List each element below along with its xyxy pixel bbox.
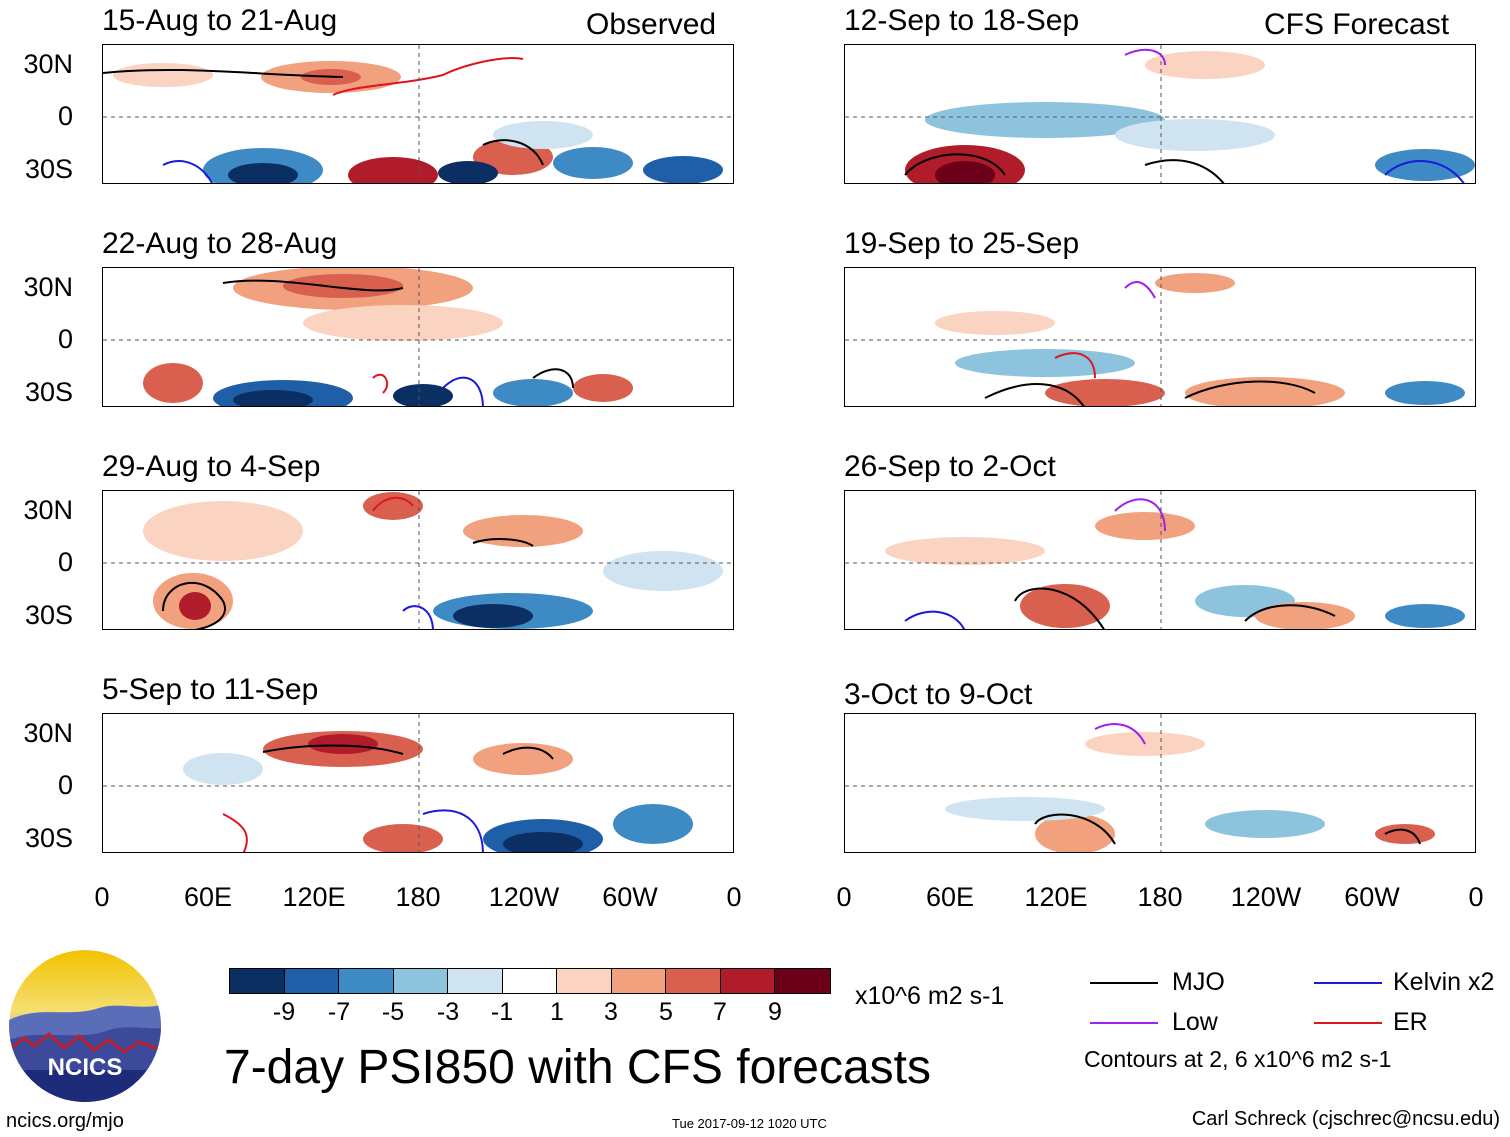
legend-kelvin-line (1314, 982, 1382, 984)
colorbar-cell (448, 969, 503, 993)
map-panel-fcst-4 (844, 713, 1476, 853)
colorbar-tick: 3 (604, 998, 618, 1026)
map-panel-obs-3 (102, 490, 734, 630)
panel-title-fcst-2: 19-Sep to 25-Sep (844, 227, 1080, 260)
lat-0: 0 (57, 324, 73, 354)
site-link[interactable]: ncics.org/mjo (6, 1110, 124, 1132)
colorbar-cell (393, 969, 448, 993)
lat-30s: 30S (24, 600, 73, 630)
lat-30n: 30N (23, 718, 73, 748)
colorbar-tick: 5 (659, 998, 673, 1026)
colorbar-tick: -7 (327, 998, 351, 1026)
lon-0-end: 0 (726, 882, 742, 912)
reference-lines (103, 45, 733, 183)
author-credit: Carl Schreck (cjschrec@ncsu.edu) (1191, 1108, 1500, 1130)
panel-title-fcst-3: 26-Sep to 2-Oct (844, 450, 1056, 483)
observed-label: Observed (586, 8, 717, 41)
lat-30n: 30N (23, 49, 73, 79)
lat-30n: 30N (23, 272, 73, 302)
lon-0: 0 (836, 882, 852, 912)
ncics-logo: NCICS (9, 950, 161, 1102)
panel-title-obs-3: 29-Aug to 4-Sep (102, 450, 321, 483)
colorbar-cell (339, 969, 394, 993)
logo-text: NCICS (47, 1054, 123, 1081)
colorbar-tick: 9 (768, 998, 782, 1026)
colorbar-tick: 1 (550, 998, 564, 1026)
colorbar-tick: -3 (436, 998, 460, 1026)
map-panel-obs-1 (102, 44, 734, 184)
colorbar-cell (502, 969, 557, 993)
colorbar-tick: -5 (381, 998, 405, 1026)
colorbar-cell (557, 969, 612, 993)
panel-title-fcst-1: 12-Sep to 18-Sep (844, 4, 1080, 37)
lat-30n: 30N (23, 495, 73, 525)
colorbar-cell (611, 969, 666, 993)
panel-title-fcst-4: 3-Oct to 9-Oct (844, 678, 1033, 711)
colorbar-cell (230, 969, 285, 993)
colorbar (229, 968, 831, 994)
colorbar-cell (775, 969, 830, 993)
legend-er-line (1314, 1022, 1382, 1024)
legend-er-label: ER (1393, 1008, 1428, 1036)
colorbar-units: x10^6 m2 s-1 (855, 982, 1005, 1010)
map-panel-fcst-1 (844, 44, 1476, 184)
contours-note: Contours at 2, 6 x10^6 m2 s-1 (1084, 1046, 1392, 1072)
map-panel-obs-2 (102, 267, 734, 407)
panel-title-obs-2: 22-Aug to 28-Aug (102, 227, 338, 260)
legend-mjo-label: MJO (1172, 968, 1225, 996)
lon-180: 180 (1137, 882, 1183, 912)
lon-60w: 60W (1344, 882, 1400, 912)
lat-0: 0 (57, 770, 73, 800)
timestamp: Tue 2017-09-12 1020 UTC (672, 1116, 827, 1131)
colorbar-tick: -9 (272, 998, 296, 1026)
lon-180: 180 (395, 882, 441, 912)
legend-mjo-line (1090, 982, 1158, 984)
colorbar-cell (720, 969, 775, 993)
legend-low-line (1090, 1022, 1158, 1024)
lat-0: 0 (57, 547, 73, 577)
colorbar-cell (284, 969, 339, 993)
lon-120e: 120E (1024, 882, 1088, 912)
forecast-label: CFS Forecast (1264, 8, 1450, 41)
lat-30s: 30S (24, 154, 73, 184)
lat-0: 0 (57, 101, 73, 131)
lat-30s: 30S (24, 823, 73, 853)
lon-60e: 60E (925, 882, 975, 912)
lon-120e: 120E (282, 882, 346, 912)
colorbar-tick: -1 (490, 998, 514, 1026)
colorbar-cell (666, 969, 721, 993)
lon-60w: 60W (602, 882, 658, 912)
map-panel-fcst-3 (844, 490, 1476, 630)
lat-30s: 30S (24, 377, 73, 407)
lon-120w: 120W (488, 882, 560, 912)
map-panel-obs-4 (102, 713, 734, 853)
lon-120w: 120W (1230, 882, 1302, 912)
lon-0: 0 (94, 882, 110, 912)
lon-60e: 60E (183, 882, 233, 912)
legend-low-label: Low (1172, 1008, 1218, 1036)
panel-title-obs-1: 15-Aug to 21-Aug (102, 4, 338, 37)
colorbar-tick: 7 (713, 998, 727, 1026)
legend-kelvin-label: Kelvin x2 (1393, 968, 1495, 996)
panel-title-obs-4: 5-Sep to 11-Sep (102, 673, 319, 706)
map-panel-fcst-2 (844, 267, 1476, 407)
lon-0-end: 0 (1468, 882, 1484, 912)
main-title: 7-day PSI850 with CFS forecasts (224, 1041, 931, 1094)
